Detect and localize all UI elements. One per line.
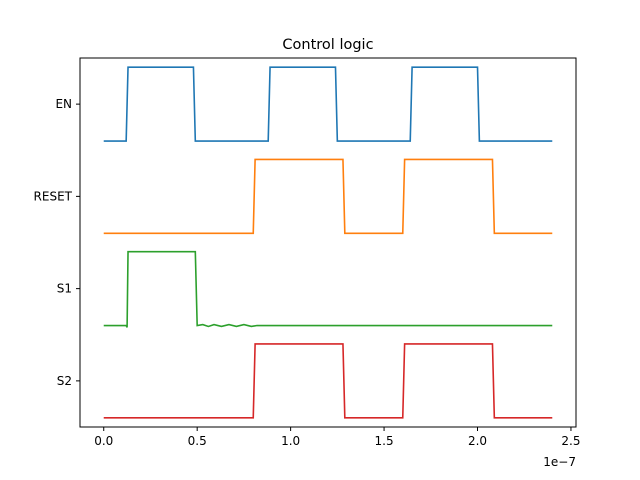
x-axis-ticks: 0.0 0.5 1.0 1.5 2.0 2.5 — [94, 427, 581, 448]
x-tick-label: 2.5 — [561, 434, 580, 448]
y-tick-label: EN — [55, 97, 72, 111]
x-axis-offset-label: 1e−7 — [543, 455, 576, 469]
y-tick-label: S1 — [57, 282, 72, 296]
chart-title: Control logic — [282, 37, 373, 53]
y-axis-ticks: EN RESET S1 S2 — [34, 97, 80, 388]
signal-trace-s1 — [103, 250, 553, 328]
signal-trace-s2 — [103, 343, 553, 419]
x-tick-label: 0.0 — [94, 434, 113, 448]
y-tick-label: S2 — [57, 374, 72, 388]
x-tick-label: 1.5 — [375, 434, 394, 448]
x-tick-label: 1.0 — [281, 434, 300, 448]
signal-trace-reset — [103, 158, 553, 235]
x-tick-label: 2.0 — [468, 434, 487, 448]
y-tick-label: RESET — [34, 189, 73, 203]
signal-traces — [103, 66, 553, 419]
plot-area-frame — [79, 57, 577, 428]
signal-trace-en — [103, 66, 553, 142]
x-tick-label: 0.5 — [188, 434, 207, 448]
